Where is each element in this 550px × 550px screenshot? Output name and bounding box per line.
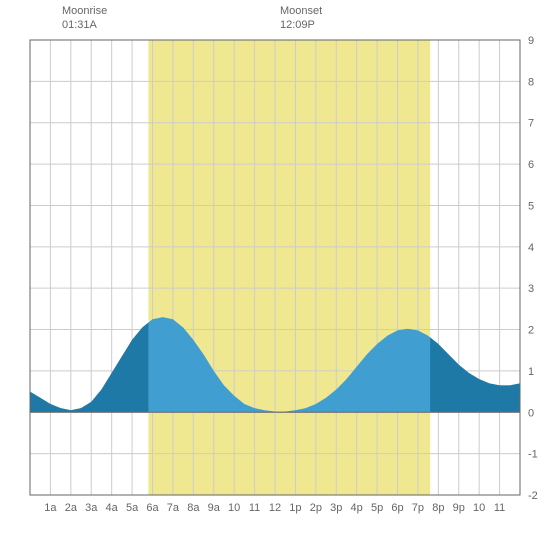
x-tick-label: 11 [249,502,260,514]
x-tick-label: 8a [187,502,200,514]
y-tick-label: 3 [528,283,534,295]
x-tick-label: 6a [146,502,159,514]
x-tick-label: 1a [44,502,57,514]
moonrise-label: Moonrise [62,5,107,17]
tide-chart: 1a2a3a4a5a6a7a8a9a1011121p2p3p4p5p6p7p8p… [0,0,550,550]
y-tick-label: -2 [528,490,538,502]
y-tick-label: 7 [528,118,534,130]
x-tick-label: 4a [106,502,119,514]
x-tick-label: 5p [371,502,383,514]
x-tick-label: 9p [453,502,465,514]
x-tick-label: 12 [269,502,281,514]
x-tick-label: 2p [310,502,322,514]
x-tick-label: 2a [65,502,78,514]
moonset-label: Moonset [280,5,322,17]
y-tick-label: 9 [528,35,534,47]
x-tick-label: 1p [289,502,301,514]
chart-svg: 1a2a3a4a5a6a7a8a9a1011121p2p3p4p5p6p7p8p… [0,0,550,550]
y-tick-label: 8 [528,76,534,88]
x-tick-label: 3a [85,502,98,514]
x-tick-label: 3p [330,502,342,514]
daylight-band [148,40,430,495]
x-tick-label: 7p [412,502,424,514]
x-tick-label: 9a [208,502,221,514]
y-tick-label: -1 [528,449,538,461]
moonset-time: 12:09P [280,19,315,31]
x-tick-label: 7a [167,502,180,514]
x-tick-label: 8p [432,502,444,514]
y-tick-label: 4 [528,242,534,254]
x-tick-label: 11 [494,502,505,514]
y-tick-label: 2 [528,325,534,337]
x-tick-label: 10 [473,502,485,514]
x-tick-label: 4p [351,502,363,514]
x-tick-label: 5a [126,502,139,514]
y-tick-label: 6 [528,159,534,171]
y-tick-label: 1 [528,366,534,378]
x-tick-label: 10 [228,502,240,514]
y-tick-label: 0 [528,407,534,419]
y-tick-label: 5 [528,200,534,212]
x-tick-label: 6p [391,502,403,514]
moonrise-time: 01:31A [62,19,98,31]
